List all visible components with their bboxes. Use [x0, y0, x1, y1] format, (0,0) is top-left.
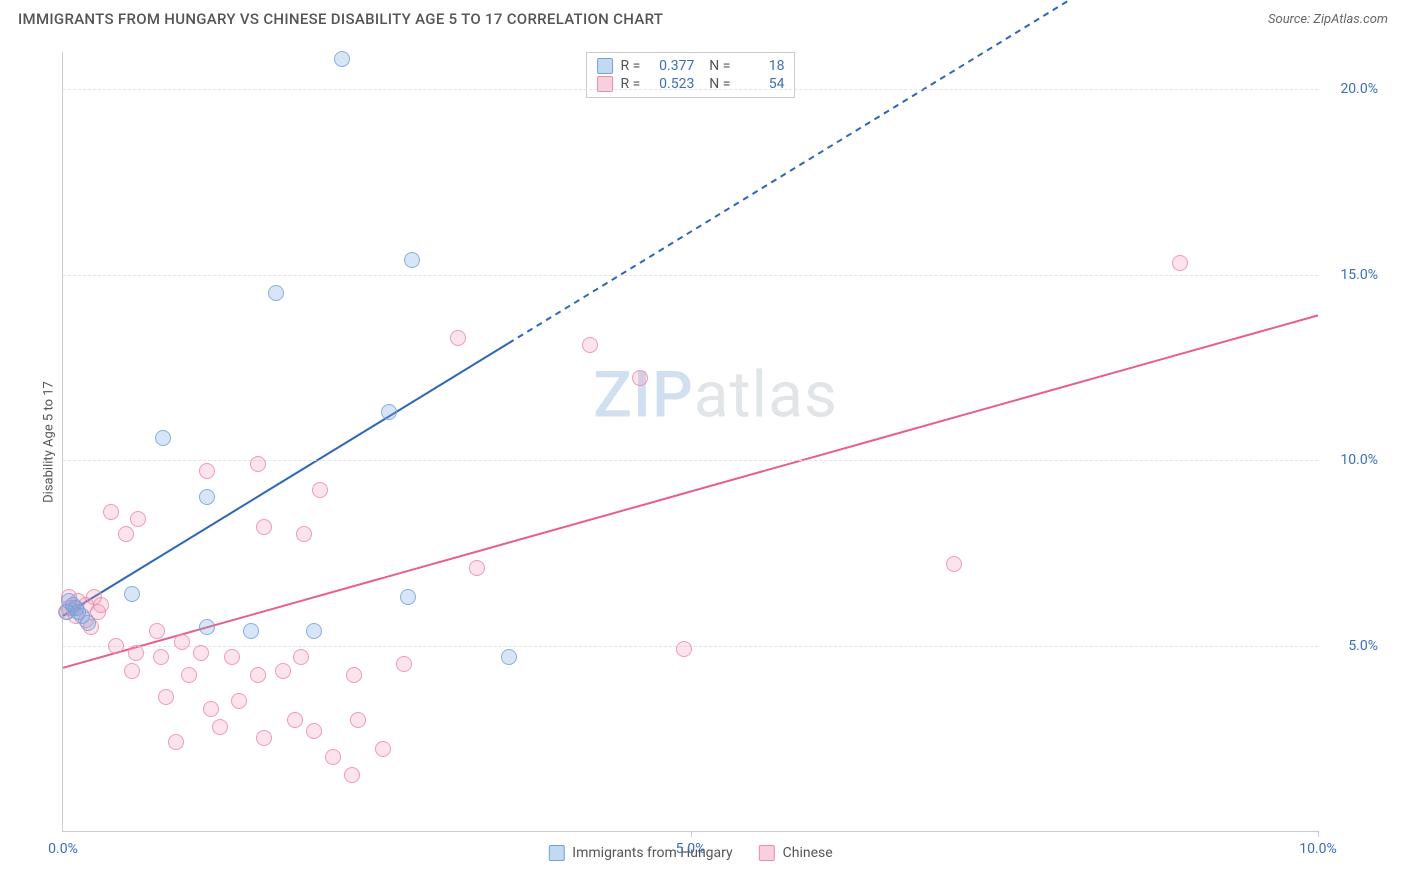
data-point [93, 597, 109, 613]
data-point [124, 663, 140, 679]
data-point [268, 285, 284, 301]
data-point [118, 526, 134, 542]
data-point [582, 337, 598, 353]
chart-title: IMMIGRANTS FROM HUNGARY VS CHINESE DISAB… [18, 10, 663, 28]
data-point [80, 615, 96, 631]
data-point [676, 641, 692, 657]
x-tick-label: 10.0% [1299, 841, 1337, 857]
data-point [344, 767, 360, 783]
data-point [312, 482, 328, 498]
data-point [256, 519, 272, 535]
data-point [103, 504, 119, 520]
data-point [306, 623, 322, 639]
data-point [128, 645, 144, 661]
data-point [193, 645, 209, 661]
data-point [224, 649, 240, 665]
x-tick-label: 5.0% [676, 841, 706, 857]
data-point [130, 511, 146, 527]
data-point [174, 634, 190, 650]
data-point [375, 741, 391, 757]
data-point [231, 693, 247, 709]
data-point [250, 667, 266, 683]
x-tick-label: 0.0% [48, 841, 78, 857]
legend-swatch-icon [759, 845, 775, 861]
x-tick-mark [1318, 831, 1319, 837]
data-point [287, 712, 303, 728]
x-tick-mark [691, 831, 692, 837]
data-point [400, 589, 416, 605]
data-point [168, 734, 184, 750]
y-tick-label: 5.0% [1348, 638, 1378, 654]
data-point [199, 463, 215, 479]
data-point [250, 456, 266, 472]
data-point [306, 723, 322, 739]
data-point [203, 701, 219, 717]
data-point [158, 689, 174, 705]
y-tick-label: 10.0% [1340, 452, 1378, 468]
chart-source: Source: ZipAtlas.com [1268, 12, 1388, 27]
data-point [212, 719, 228, 735]
data-point [181, 667, 197, 683]
data-point [275, 663, 291, 679]
data-point [381, 404, 397, 420]
legend-swatch-icon [548, 845, 564, 861]
data-point [155, 430, 171, 446]
data-point [108, 638, 124, 654]
data-point [124, 586, 140, 602]
data-point [199, 489, 215, 505]
y-tick-label: 15.0% [1340, 267, 1378, 283]
data-point [296, 526, 312, 542]
data-point [946, 556, 962, 572]
legend-stats-row-1: R =0.377 N =18 [597, 57, 785, 75]
legend-stats-row-2: R =0.523 N =54 [597, 75, 785, 93]
data-point [325, 749, 341, 765]
data-point [1172, 255, 1188, 271]
data-point [350, 712, 366, 728]
plot-area: Disability Age 5 to 17 ZIPatlas R =0.377… [62, 52, 1318, 832]
data-point [501, 649, 517, 665]
data-point [199, 619, 215, 635]
data-point [450, 330, 466, 346]
data-point [256, 730, 272, 746]
trend-lines [63, 52, 1318, 831]
data-point [149, 623, 165, 639]
data-point [293, 649, 309, 665]
data-point [632, 370, 648, 386]
data-point [346, 667, 362, 683]
data-point [396, 656, 412, 672]
gridline-h [63, 275, 1318, 276]
legend-swatch-blue [597, 58, 613, 74]
chart-container: Disability Age 5 to 17 ZIPatlas R =0.377… [18, 40, 1388, 882]
data-point [334, 51, 350, 67]
y-axis-label: Disability Age 5 to 17 [42, 381, 57, 503]
gridline-h [63, 89, 1318, 90]
y-tick-label: 20.0% [1340, 81, 1378, 97]
legend-stats: R =0.377 N =18 R =0.523 N =54 [586, 52, 796, 98]
data-point [243, 623, 259, 639]
data-point [404, 252, 420, 268]
data-point [469, 560, 485, 576]
legend-item-chinese: Chinese [759, 845, 833, 861]
data-point [153, 649, 169, 665]
